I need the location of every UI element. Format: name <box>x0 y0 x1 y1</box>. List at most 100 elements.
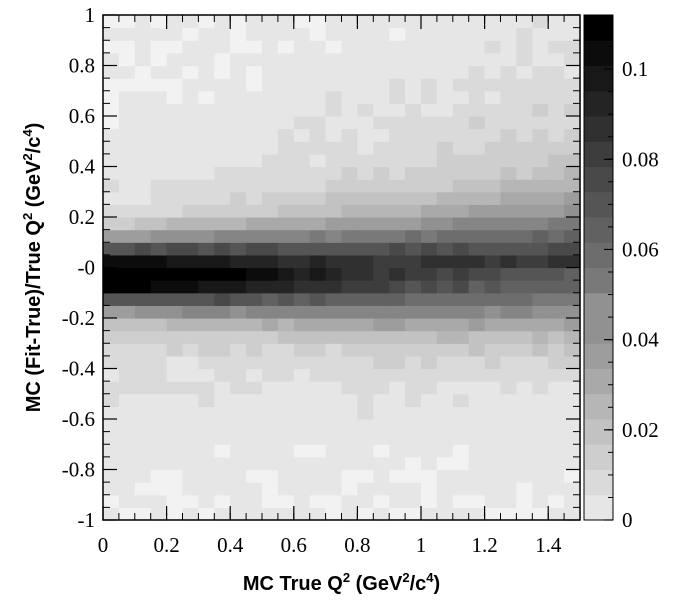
heatmap-cell <box>484 179 502 193</box>
heatmap-cell <box>548 128 565 142</box>
heatmap-cell <box>134 431 152 445</box>
heatmap-cell <box>564 292 581 306</box>
heatmap-cell <box>214 469 231 483</box>
heatmap-cell <box>532 40 549 54</box>
heatmap-cell <box>564 141 581 155</box>
heatmap-cell <box>325 305 343 319</box>
heatmap-cell <box>246 242 263 256</box>
heatmap-cell <box>564 204 581 218</box>
heatmap-cell <box>341 431 358 445</box>
heatmap-cell <box>516 103 533 117</box>
heatmap-cell <box>118 229 136 243</box>
heatmap-cell <box>421 456 438 471</box>
heatmap-cell <box>325 469 343 483</box>
heatmap-cell <box>500 116 517 130</box>
heatmap-cell <box>516 393 533 407</box>
heatmap-cell <box>103 217 120 231</box>
heatmap-cell <box>293 482 311 496</box>
heatmap-cell <box>198 229 215 243</box>
heatmap-cell <box>293 318 311 332</box>
heatmap-cells <box>103 15 581 521</box>
heatmap-cell <box>532 343 549 357</box>
heatmap-cell <box>118 330 136 344</box>
heatmap-cell <box>325 40 343 54</box>
heatmap-cell <box>532 254 549 269</box>
heatmap-cell <box>389 305 406 319</box>
colorbar-swatch <box>584 343 613 369</box>
heatmap-cell <box>103 507 120 521</box>
heatmap-cell <box>309 242 327 256</box>
heatmap-cell <box>436 444 454 458</box>
heatmap-cell <box>389 191 406 205</box>
heatmap-cell <box>246 381 263 395</box>
heatmap-cell <box>150 355 168 370</box>
heatmap-cell <box>484 52 502 67</box>
heatmap-cell <box>564 406 581 420</box>
heatmap-cell <box>468 280 486 294</box>
heatmap-cell <box>468 27 486 41</box>
heatmap-cell <box>150 141 168 155</box>
heatmap-cell <box>309 431 327 445</box>
heatmap-cell <box>277 444 295 458</box>
heatmap-cell <box>103 330 120 344</box>
heatmap-cell <box>373 229 390 243</box>
colorbar-swatch <box>584 267 613 294</box>
heatmap-cell <box>421 128 438 142</box>
heatmap-cell <box>166 355 184 370</box>
colorbar-swatch <box>584 40 613 66</box>
heatmap-cell <box>246 116 263 130</box>
heatmap-cell <box>230 65 247 79</box>
heatmap-cell <box>214 103 231 117</box>
heatmap-cell <box>532 179 549 193</box>
heatmap-cell <box>103 406 120 420</box>
y-tick-label: -0.2 <box>62 306 95 330</box>
heatmap-cell <box>325 280 343 294</box>
heatmap-cell <box>309 507 327 521</box>
heatmap-cell <box>198 393 215 407</box>
heatmap-cell <box>214 406 231 420</box>
heatmap-cell <box>214 393 231 407</box>
heatmap-cell <box>516 482 533 496</box>
heatmap-cell <box>357 494 374 508</box>
heatmap-cell <box>182 507 199 521</box>
heatmap-cell <box>166 204 184 218</box>
heatmap-cell <box>293 116 311 130</box>
heatmap-cell <box>182 78 199 92</box>
heatmap-cell <box>134 179 152 193</box>
heatmap-cell <box>293 179 311 193</box>
heatmap-cell <box>134 318 152 332</box>
heatmap-cell <box>134 355 152 370</box>
heatmap-cell <box>484 166 502 180</box>
heatmap-cell <box>118 103 136 117</box>
heatmap-cell <box>341 153 358 168</box>
heatmap-cell <box>357 116 374 130</box>
heatmap-cell <box>468 204 486 218</box>
heatmap-cell <box>548 242 565 256</box>
heatmap-cell <box>405 406 422 420</box>
heatmap-cell <box>230 191 247 205</box>
heatmap-cell <box>246 343 263 357</box>
heatmap-cell <box>262 217 279 231</box>
heatmap-cell <box>246 179 263 193</box>
heatmap-cell <box>405 153 422 168</box>
y-tick-label: 1 <box>85 3 96 27</box>
heatmap-cell <box>293 103 311 117</box>
heatmap-cell <box>500 381 517 395</box>
heatmap-cell <box>150 343 168 357</box>
heatmap-cell <box>500 254 517 269</box>
heatmap-cell <box>198 153 215 168</box>
y-tick-label: -0.6 <box>62 407 95 431</box>
heatmap-cell <box>103 204 120 218</box>
heatmap-cell <box>389 393 406 407</box>
heatmap-cell <box>230 444 247 458</box>
heatmap-cell <box>500 242 517 256</box>
heatmap-cell <box>150 27 168 41</box>
heatmap-cell <box>564 40 581 54</box>
heatmap-cell <box>516 141 533 155</box>
heatmap-cell <box>436 229 454 243</box>
heatmap-cell <box>389 153 406 168</box>
heatmap-cell <box>484 393 502 407</box>
heatmap-cell <box>357 444 374 458</box>
heatmap-cell <box>421 305 438 319</box>
heatmap-cell <box>564 305 581 319</box>
